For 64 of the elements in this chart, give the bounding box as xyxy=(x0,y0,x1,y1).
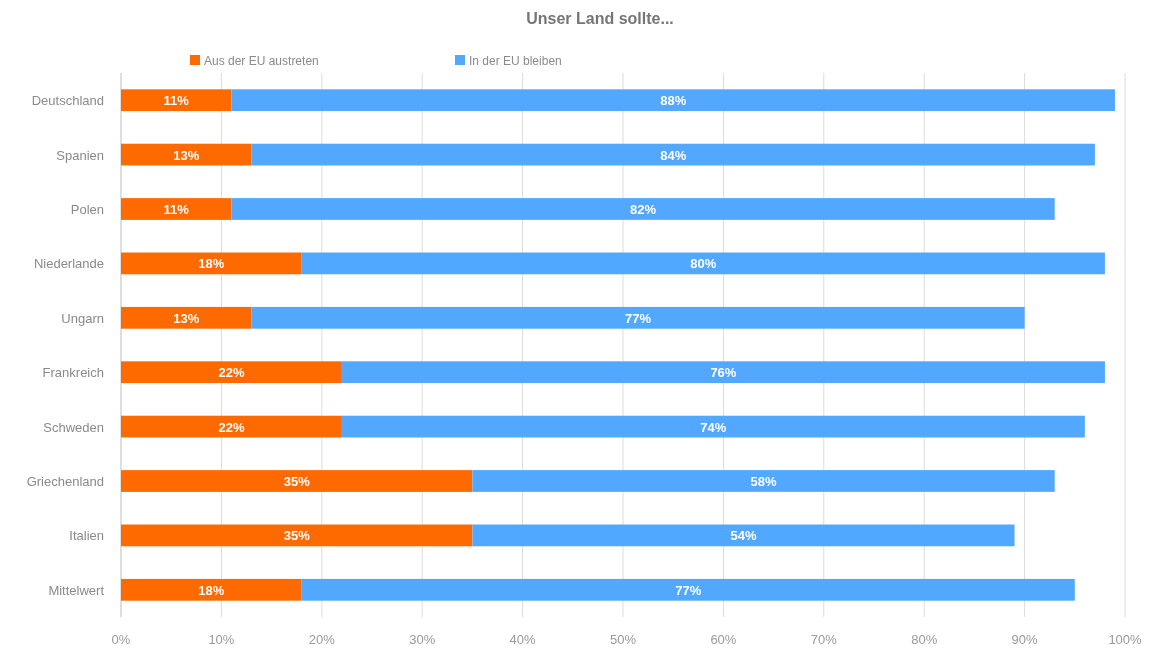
bar xyxy=(121,415,342,438)
y-tick-label: Mittelwert xyxy=(48,582,105,598)
bar xyxy=(121,252,302,275)
bar xyxy=(472,470,1055,492)
legend-label: Aus der EU austreten xyxy=(204,54,319,68)
data-label: 58% xyxy=(750,474,777,489)
data-label: 22% xyxy=(218,365,245,381)
data-label: 80% xyxy=(690,256,717,272)
data-label: 54% xyxy=(730,528,757,544)
bar xyxy=(341,361,1105,384)
x-tick-label: 30% xyxy=(409,632,436,647)
bar xyxy=(301,252,1105,275)
y-tick-label: Niederlande xyxy=(33,256,104,272)
bar xyxy=(121,361,342,384)
data-label: 35% xyxy=(283,528,311,544)
y-tick-label: Deutschland xyxy=(31,93,104,109)
data-label: 22% xyxy=(218,419,245,435)
data-label: 76% xyxy=(710,365,737,381)
y-tick-label: Frankreich xyxy=(42,365,104,381)
data-label: 77% xyxy=(675,582,702,598)
x-tick-label: 40% xyxy=(509,632,537,647)
bar xyxy=(301,578,1075,601)
data-label: 74% xyxy=(700,419,727,435)
bar xyxy=(121,578,302,601)
x-tick-label: 0% xyxy=(111,632,131,647)
bar xyxy=(121,143,252,166)
bar xyxy=(121,198,232,220)
y-tick-label: Polen xyxy=(70,202,104,217)
chart-title: Unser Land sollte... xyxy=(526,10,674,27)
bar xyxy=(341,415,1085,438)
y-tick-label: Schweden xyxy=(43,419,104,435)
data-label: 13% xyxy=(173,310,200,326)
bar xyxy=(251,143,1095,166)
x-tick-label: 80% xyxy=(911,632,938,647)
x-tick-label: 10% xyxy=(208,632,235,647)
y-tick-label: Griechenland xyxy=(26,474,104,489)
bar xyxy=(231,198,1055,220)
x-tick-label: 100% xyxy=(1108,632,1143,647)
data-label: 88% xyxy=(660,93,687,109)
bar xyxy=(121,470,473,492)
data-label: 35% xyxy=(283,474,311,489)
data-label: 84% xyxy=(660,147,687,163)
data-label: 11% xyxy=(163,93,190,109)
bar xyxy=(121,89,232,112)
y-tick-label: Ungarn xyxy=(61,310,104,326)
data-label: 82% xyxy=(630,202,657,217)
y-tick-label: Italien xyxy=(69,528,104,544)
data-label: 11% xyxy=(163,202,190,217)
bar xyxy=(251,306,1025,329)
data-label: 18% xyxy=(198,582,225,598)
x-tick-label: 20% xyxy=(308,632,336,647)
x-tick-label: 50% xyxy=(609,632,637,647)
bar xyxy=(472,524,1015,547)
x-tick-label: 70% xyxy=(810,632,838,647)
data-label: 18% xyxy=(198,256,225,272)
bar xyxy=(231,89,1115,112)
bar xyxy=(121,306,252,329)
y-tick-label: Spanien xyxy=(56,147,104,163)
data-label: 13% xyxy=(173,147,200,163)
x-tick-label: 90% xyxy=(1011,632,1039,647)
bar xyxy=(121,524,473,547)
data-label: 77% xyxy=(625,310,652,326)
x-tick-label: 60% xyxy=(710,632,737,647)
legend-label: In der EU bleiben xyxy=(469,54,562,68)
